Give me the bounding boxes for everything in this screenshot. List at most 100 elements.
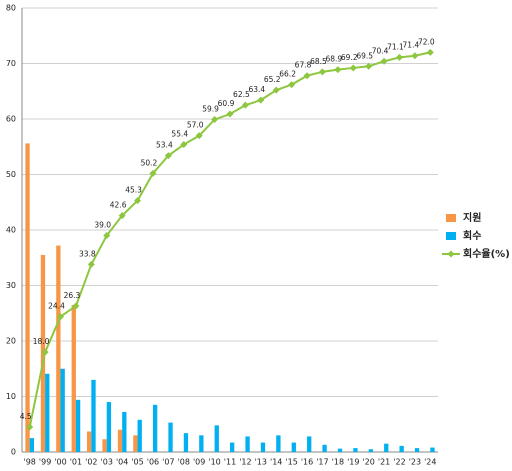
y-tick-label: 60 [6, 115, 16, 124]
bar [133, 435, 138, 452]
marker [57, 313, 65, 321]
value-label: 72.0 [418, 37, 435, 46]
y-tick-label: 30 [6, 281, 16, 290]
bar [368, 449, 373, 452]
marker [318, 68, 326, 76]
x-tick-label: '11 [224, 458, 236, 467]
bar [40, 254, 46, 452]
value-label: 53.4 [156, 141, 173, 150]
x-tick-label: '14 [270, 458, 282, 467]
marker [180, 141, 188, 149]
x-tick-label: '99 [39, 458, 51, 467]
value-label: 69.2 [341, 53, 358, 62]
y-tick-label: 0 [11, 448, 16, 457]
value-label: 57.0 [187, 121, 204, 130]
marker [411, 52, 419, 60]
x-tick-label: '09 [193, 458, 205, 467]
bar [60, 368, 65, 452]
x-tick-label: '23 [409, 458, 421, 467]
x-tick-label: '19 [347, 458, 359, 467]
bar [307, 436, 312, 452]
x-tick-label: '20 [362, 458, 374, 467]
value-label: 71.4 [403, 41, 420, 50]
bar [291, 442, 296, 452]
bar [276, 435, 281, 452]
legend-label: 회수율(%) [463, 247, 510, 260]
bar [414, 448, 420, 452]
bar [102, 439, 107, 452]
bar [29, 438, 35, 452]
marker [241, 101, 249, 109]
x-tick-label: '16 [301, 458, 313, 467]
value-label: 4.5 [20, 412, 32, 421]
bar [122, 412, 127, 452]
value-label: 65.2 [264, 75, 281, 84]
legend-label: 회수 [463, 229, 481, 242]
value-label: 68.9 [326, 55, 343, 64]
y-tick-label: 10 [6, 392, 16, 401]
value-label: 18.0 [33, 337, 50, 346]
marker [41, 348, 49, 356]
bar [168, 422, 173, 452]
value-label: 24.4 [48, 302, 65, 311]
marker [288, 81, 296, 89]
marker [195, 132, 203, 140]
marker [334, 66, 342, 74]
x-tick-label: '00 [54, 458, 66, 467]
x-tick-label: '21 [378, 458, 390, 467]
x-tick-label: '24 [424, 458, 436, 467]
value-label: 39.0 [94, 221, 111, 230]
value-label: 67.8 [295, 61, 312, 70]
value-label: 33.8 [79, 249, 96, 258]
marker [395, 53, 403, 61]
y-tick-label: 70 [6, 59, 16, 68]
x-tick-label: '12 [239, 458, 251, 467]
bar [183, 433, 189, 452]
bar [230, 442, 235, 452]
value-label: 68.5 [310, 57, 327, 66]
bar [399, 445, 404, 452]
value-label: 63.4 [248, 85, 265, 94]
value-label: 55.4 [171, 130, 188, 139]
x-tick-label: '17 [316, 458, 328, 467]
x-tick-label: '06 [147, 458, 159, 467]
x-tick-label: '98 [24, 458, 36, 467]
marker [134, 197, 142, 205]
y-tick-label: 20 [6, 337, 16, 346]
x-tick-label: '01 [70, 458, 82, 467]
legend-swatch [446, 232, 456, 240]
value-label: 45.3 [125, 186, 142, 195]
marker [257, 96, 265, 104]
marker [426, 48, 434, 56]
bar [260, 442, 266, 452]
bar [245, 436, 250, 452]
bar [384, 443, 389, 452]
y-tick-label: 50 [6, 170, 16, 179]
marker [380, 57, 388, 65]
x-tick-label: '13 [255, 458, 267, 467]
bar [91, 379, 96, 452]
value-label: 70.4 [372, 46, 389, 55]
bar [353, 448, 358, 452]
bar [117, 429, 123, 452]
bar [87, 431, 92, 452]
y-tick-label: 80 [6, 4, 16, 13]
x-tick-label: '04 [116, 458, 128, 467]
bar [25, 143, 30, 453]
x-tick-label: '05 [131, 458, 143, 467]
marker [365, 62, 373, 70]
x-tick-label: '02 [85, 458, 97, 467]
marker [211, 116, 219, 124]
bar [137, 419, 142, 452]
bar [45, 373, 50, 452]
value-label: 60.9 [218, 99, 235, 108]
value-label: 26.3 [64, 291, 81, 300]
x-tick-label: '07 [162, 458, 174, 467]
marker [349, 64, 357, 72]
line [28, 51, 431, 428]
value-label: 50.2 [141, 158, 158, 167]
legend-swatch [446, 214, 456, 222]
x-tick-label: '15 [285, 458, 297, 467]
